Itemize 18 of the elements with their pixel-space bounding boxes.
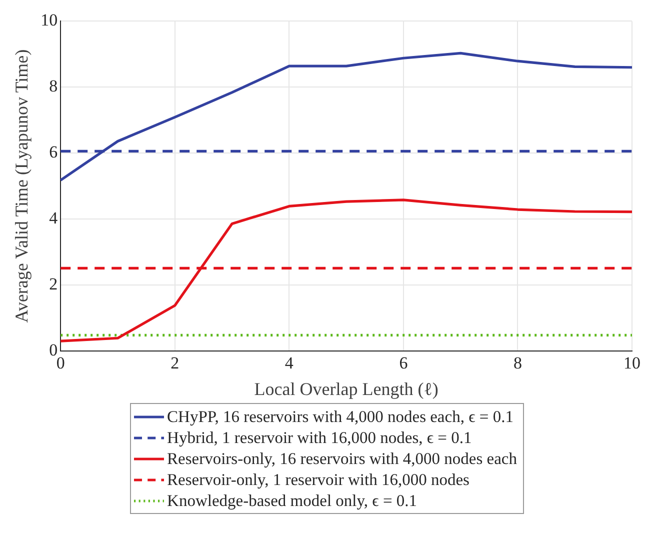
- y-tick-label: 2: [49, 274, 58, 294]
- legend-label: Hybrid, 1 reservoir with 16,000 nodes, ϵ = 0.1: [167, 427, 472, 448]
- y-tick-label: 4: [49, 208, 58, 228]
- y-tick-label: 6: [49, 142, 58, 162]
- legend-label: Reservoir-only, 1 reservoir with 16,000 nodes: [167, 469, 470, 490]
- y-axis-title: Average Valid Time (Lyapunov Time): [12, 49, 32, 323]
- x-tick-label: 10: [624, 354, 640, 373]
- legend-label: CHyPP, 16 reservoirs with 4,000 nodes each, ϵ = 0.1: [167, 406, 514, 427]
- y-tick-label: 8: [49, 76, 58, 96]
- legend-label: Knowledge-based model only, ϵ = 0.1: [167, 490, 418, 511]
- x-tick-label: 2: [170, 354, 180, 373]
- x-tick-label: 8: [513, 354, 522, 373]
- x-tick-label: 4: [284, 354, 294, 373]
- x-axis-title: Local Overlap Length (ℓ): [254, 378, 438, 399]
- legend-label: Reservoirs-only, 16 reservoirs with 4,000 nodes each: [167, 448, 517, 469]
- y-tick-label: 10: [40, 10, 58, 30]
- x-tick-label: 6: [399, 354, 408, 373]
- y-tick-label: 0: [49, 340, 58, 360]
